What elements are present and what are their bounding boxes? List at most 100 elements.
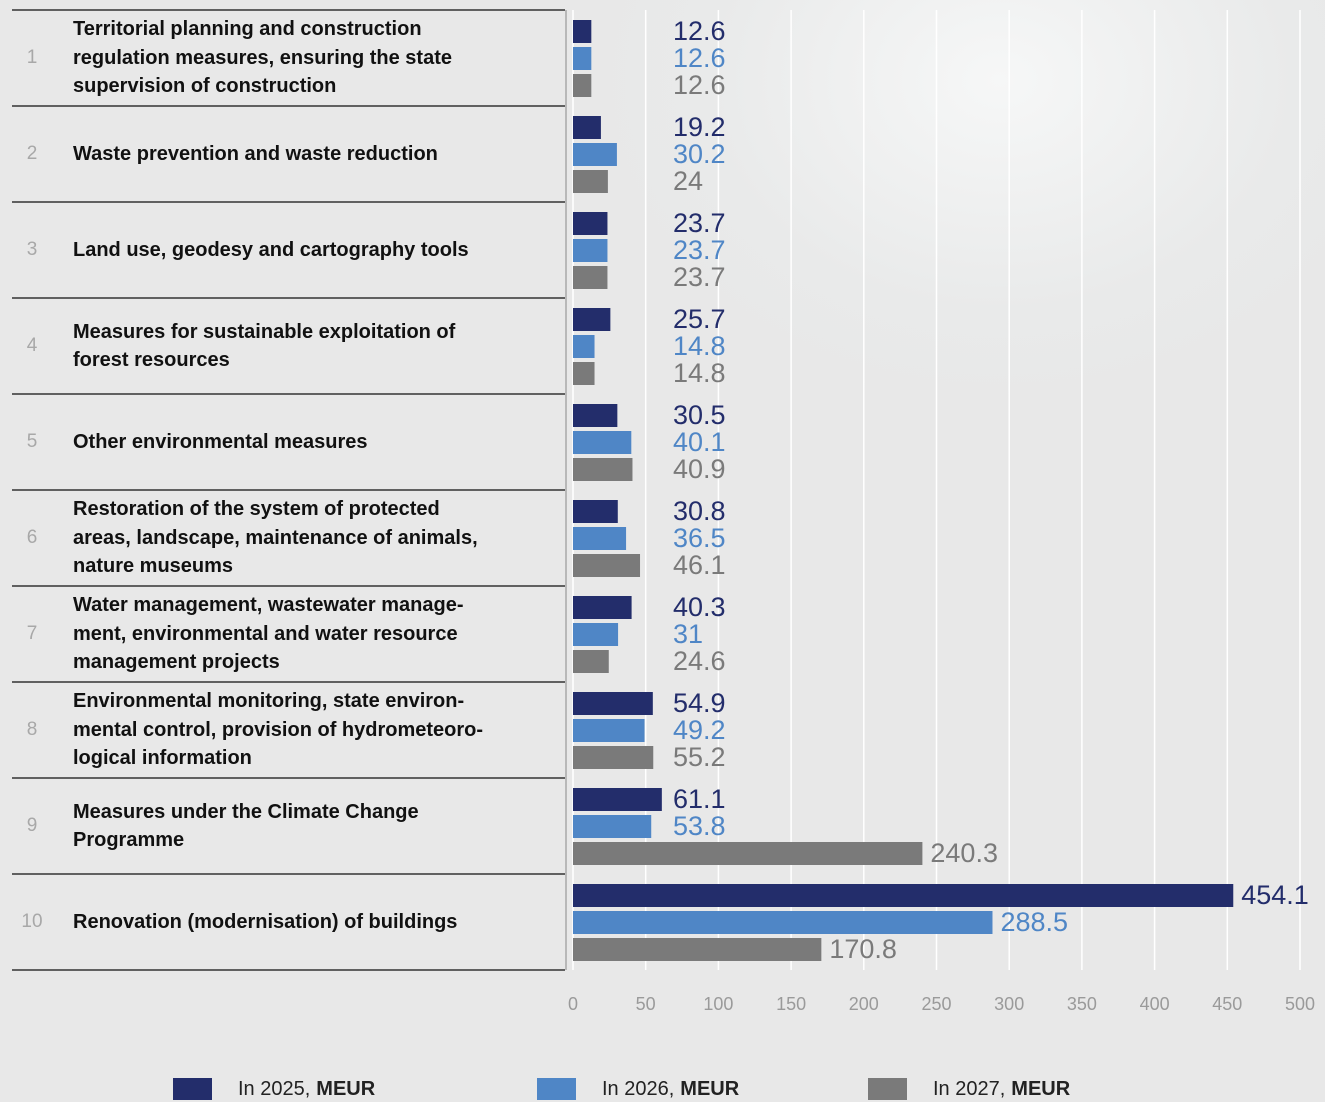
category-label: Environmental monitoring, state environ-… [73,690,484,770]
bar [573,692,653,715]
value-label: 19.2 [673,112,726,142]
bar [573,596,632,619]
value-label: 14.8 [673,358,726,388]
row-number: 8 [26,719,38,740]
category-label: Restoration of the system of protected a… [73,498,478,578]
row-number: 2 [26,143,38,164]
value-label: 49.2 [673,715,726,745]
bar [573,431,632,454]
bar [573,308,611,331]
legend-swatch [868,1078,907,1100]
x-tick-label: 500 [1285,994,1315,1014]
bar [573,335,595,358]
bar [573,746,654,769]
bar [573,20,592,43]
value-label: 40.1 [673,427,726,457]
value-label: 46.1 [673,550,726,580]
bar [573,842,923,865]
value-label: 454.1 [1241,880,1309,910]
value-label: 40.9 [673,454,726,484]
row-number: 9 [26,815,38,836]
bar [573,623,619,646]
x-tick-label: 100 [703,994,733,1014]
value-label: 30.2 [673,139,726,169]
bar [573,938,822,961]
category-label: Territorial planning and construction re… [73,18,452,98]
value-label: 31 [673,619,703,649]
bar [573,527,627,550]
bar [573,143,617,166]
x-tick-label: 300 [994,994,1024,1014]
row-number: 6 [26,527,38,548]
bar [573,554,641,577]
x-tick-label: 250 [921,994,951,1014]
bar [573,266,608,289]
value-label: 23.7 [673,235,726,265]
value-label: 24 [673,166,703,196]
category-label: Waste prevention and waste reduction [73,142,438,165]
category-label: Measures for sustainable exploitation of… [73,320,456,372]
category-label: Water management, wastewater manage- men… [73,594,464,674]
legend-name: In 2027, [933,1078,1005,1100]
x-tick-label: 200 [849,994,879,1014]
row-number: 4 [26,335,38,356]
category-label: Other environmental measures [73,430,368,453]
bar [573,362,595,385]
bar [573,404,618,427]
legend-entry: In 2026, MEUR [602,1078,740,1100]
bar [573,212,608,235]
row-number: 3 [26,239,38,260]
bar [573,239,608,262]
x-tick-label: 450 [1212,994,1242,1014]
category-label: Land use, geodesy and cartography tools [73,238,469,261]
x-tick-label: 150 [776,994,806,1014]
value-label: 12.6 [673,43,726,73]
value-label: 170.8 [829,934,897,964]
legend-name: In 2026, [602,1078,674,1100]
value-label: 240.3 [930,838,998,868]
legend-swatch [173,1078,212,1100]
legend-name: In 2025, [238,1078,310,1100]
value-label: 53.8 [673,811,726,841]
bar [573,47,592,70]
bar [573,458,633,481]
value-label: 40.3 [673,592,726,622]
value-label: 24.6 [673,646,726,676]
legend-swatch [537,1078,576,1100]
bar [573,170,608,193]
bar [573,815,652,838]
bar [573,719,645,742]
x-tick-label: 0 [568,994,578,1014]
row-number: 10 [21,911,43,932]
bar [573,74,592,97]
value-label: 12.6 [673,70,726,100]
bar [573,911,993,934]
legend-unit: MEUR [316,1078,375,1100]
value-label: 14.8 [673,331,726,361]
value-label: 61.1 [673,784,726,814]
legend-entry: In 2025, MEUR [238,1078,376,1100]
x-tick-label: 350 [1067,994,1097,1014]
legend-entry: In 2027, MEUR [933,1078,1071,1100]
value-label: 288.5 [1000,907,1068,937]
value-label: 30.5 [673,400,726,430]
bar [573,500,618,523]
row-number: 5 [26,431,38,452]
bar [573,650,609,673]
legend-unit: MEUR [680,1078,739,1100]
row-number: 1 [26,47,38,68]
bar [573,116,601,139]
value-label: 25.7 [673,304,726,334]
bar [573,884,1234,907]
value-label: 54.9 [673,688,726,718]
value-label: 23.7 [673,208,726,238]
category-label: Renovation (modernisation) of buildings [73,910,458,933]
x-tick-label: 50 [636,994,656,1014]
value-label: 12.6 [673,16,726,46]
legend-unit: MEUR [1011,1078,1070,1100]
category-label: Measures under the Climate Change Progra… [73,800,419,852]
value-label: 55.2 [673,742,726,772]
value-label: 30.8 [673,496,726,526]
